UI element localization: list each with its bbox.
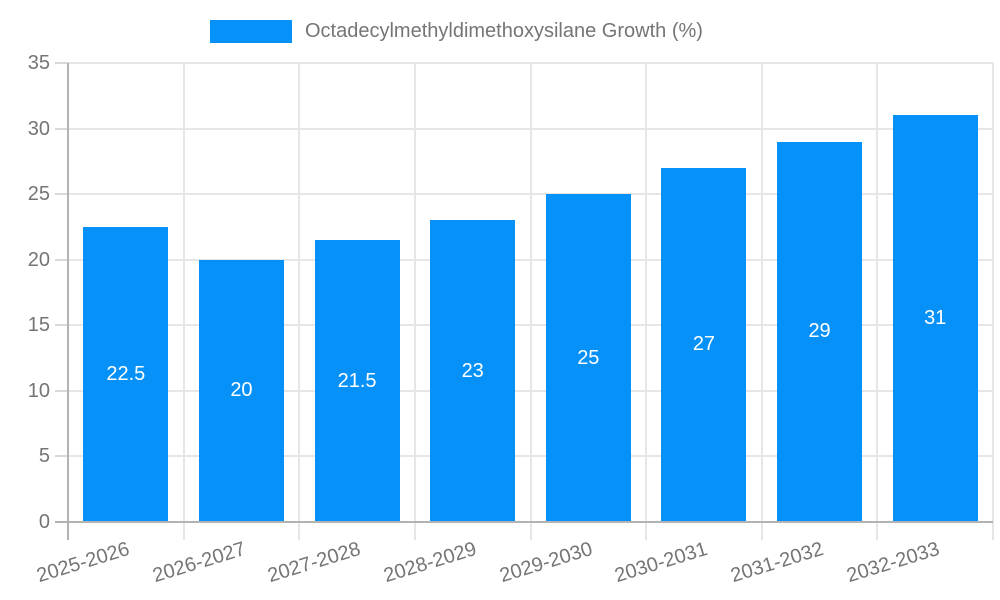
- bar-value-label: 29: [808, 320, 831, 343]
- legend-swatch: [210, 19, 292, 43]
- y-tick-label: 20: [27, 248, 50, 271]
- x-gridline: [760, 63, 763, 540]
- y-tick: [55, 324, 68, 327]
- x-gridline: [182, 63, 185, 540]
- y-tick-label: 5: [38, 445, 50, 468]
- x-gridline: [298, 63, 301, 540]
- x-tick-label: 2029-2030: [496, 538, 595, 588]
- bar[interactable]: 27: [661, 167, 747, 522]
- bar-value-label: 22.5: [106, 362, 146, 385]
- x-gridline: [876, 63, 879, 540]
- y-tick: [55, 258, 68, 261]
- y-tick-label: 25: [27, 183, 50, 206]
- bar[interactable]: 23: [430, 220, 516, 522]
- y-tick: [55, 389, 68, 392]
- y-tick-label: 35: [27, 52, 50, 74]
- bar[interactable]: 29: [777, 141, 863, 522]
- x-tick-label: 2032-2033: [843, 538, 942, 588]
- x-tick-label: 2031-2032: [728, 538, 826, 588]
- bar[interactable]: 25: [545, 194, 631, 522]
- bar[interactable]: 21.5: [314, 240, 400, 522]
- y-tick: [55, 62, 68, 64]
- bar-value-label: 27: [692, 333, 716, 356]
- y-axis-line: [67, 63, 69, 540]
- bar-value-label: 21.5: [337, 369, 377, 392]
- y-tick: [55, 455, 68, 458]
- x-tick-label: 2030-2031: [612, 538, 711, 588]
- legend-item[interactable]: Octadecylmethyldimethoxysilane Growth (%…: [210, 18, 703, 44]
- x-tick-label: 2028-2029: [381, 538, 480, 588]
- x-gridline: [992, 63, 994, 540]
- y-tick: [55, 193, 68, 196]
- bar[interactable]: 31: [892, 115, 978, 522]
- bar-value-label: 25: [577, 346, 600, 369]
- bar[interactable]: 20: [198, 259, 284, 522]
- y-tick-label: 30: [27, 117, 50, 140]
- x-tick-label: 2026-2027: [149, 538, 248, 588]
- x-tick-label: 2025-2026: [34, 538, 133, 588]
- legend-label: Octadecylmethyldimethoxysilane Growth (%…: [305, 19, 703, 42]
- x-gridline: [413, 63, 416, 540]
- bar-value-label: 20: [230, 379, 253, 402]
- bar-value-label: 31: [924, 307, 947, 330]
- bar[interactable]: 22.5: [83, 226, 169, 522]
- y-tick-label: 15: [27, 314, 50, 337]
- x-gridline: [645, 63, 648, 540]
- x-axis-line: [55, 521, 993, 523]
- x-tick-label: 2027-2028: [265, 538, 364, 588]
- y-tick-label: 10: [27, 379, 50, 402]
- y-tick-label: 0: [38, 511, 50, 533]
- bar-value-label: 23: [461, 359, 484, 382]
- x-gridline: [529, 63, 532, 540]
- y-tick: [55, 127, 68, 130]
